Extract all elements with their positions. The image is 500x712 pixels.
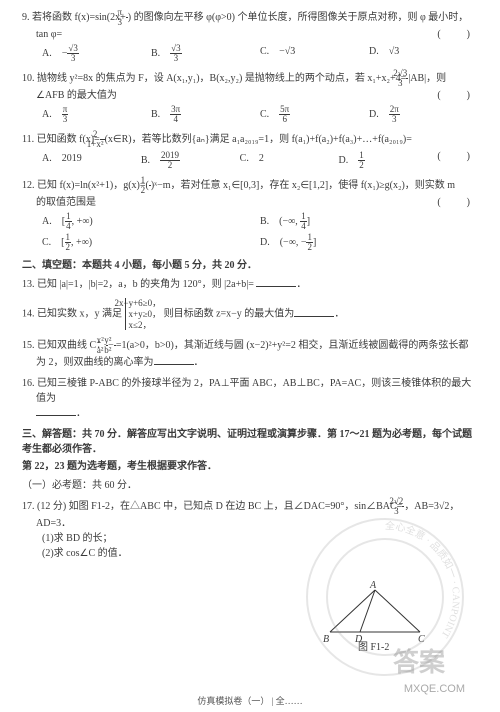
fig-caption: 图 F1-2 — [358, 640, 389, 655]
q10-choice-d: D. 2π3 — [369, 105, 478, 124]
q9-choice-b: B. √33 — [151, 44, 260, 63]
section-2-heading: 二、填空题：本题共 4 小题，每小题 5 分，共 20 分． — [22, 258, 478, 273]
figure-f1-2: A B D C 图 F1-2 — [320, 582, 430, 652]
q10-line2-row: ∠AFB 的最大值为 ( ) — [22, 88, 478, 103]
q16-num: 16. — [22, 378, 35, 389]
q9-choices: A. −√33 B. √33 C. −√3 D. √3 — [22, 44, 478, 63]
q14-text-a: 已知实数 x，y 满足 — [37, 309, 122, 320]
question-14: 14. 已知实数 x，y 满足 2x−y+6≥0， x+y≥0， x≤2， 则目… — [22, 298, 478, 330]
q9-num: 9. — [22, 12, 30, 23]
q9-stem: 9. 若将函数 f(x)=sin(2x+π3) 的图像向左平移 φ(φ>0) 个… — [22, 8, 478, 27]
q17-num: 17. — [22, 501, 35, 512]
question-10: 10. 抛物线 y²=8x 的焦点为 F，设 A(x₁,y₁)，B(x₂,y₂)… — [22, 69, 478, 124]
section-3-heading-a: 三、解答题：共 70 分．解答应写出文字说明、证明过程或演算步骤．第 17～21… — [22, 427, 478, 457]
fig-label-A: A — [370, 578, 376, 593]
q10-choice-a: A. π3 — [42, 105, 151, 124]
q12-paren: ( ) — [437, 195, 478, 210]
q10-num: 10. — [22, 73, 35, 84]
question-11: 11. 已知函数 f(x)=21+x²(x∈R)，若等比数列{aₙ}满足 a₁a… — [22, 130, 478, 170]
q12-choices-1: A. [14, +∞) B. (−∞, 14] — [22, 212, 478, 231]
q15-line2: 为 2，则双曲线的离心率为 — [36, 357, 154, 368]
q11-stem: 11. 已知函数 f(x)=21+x²(x∈R)，若等比数列{aₙ}满足 a₁a… — [22, 130, 478, 149]
q17-part2: (2)求 cos∠C 的值． — [22, 546, 478, 561]
question-13: 13. 已知 |a|=1，|b|=2，a，b 的夹角为 120°，则 |2a+b… — [22, 277, 478, 292]
q12-stem: 12. 已知 f(x)=ln(x²+1)，g(x)=(12)ˣ−m，若对任意 x… — [22, 176, 478, 195]
q12-choice-a: A. [14, +∞) — [42, 212, 260, 231]
fig-label-B: B — [323, 632, 329, 647]
q15-text-a: 已知双曲线 C： — [37, 340, 106, 351]
blank-14 — [294, 307, 334, 317]
q12-choice-b: B. (−∞, 14] — [260, 212, 478, 231]
q10-paren: ( ) — [437, 88, 478, 103]
q10-choices: A. π3 B. 3π4 C. 5π6 D. 2π3 — [22, 105, 478, 124]
q11-choice-c: C. 2 — [240, 151, 339, 170]
q11-num: 11. — [22, 134, 34, 145]
q11-choice-b: B. 20192 — [141, 151, 240, 170]
question-12: 12. 已知 f(x)=ln(x²+1)，g(x)=(12)ˣ−m，若对任意 x… — [22, 176, 478, 252]
question-17: 17. (12 分) 如图 F1-2，在△ABC 中，已知点 D 在边 BC 上… — [22, 497, 478, 561]
q16-text: 已知三棱锥 P-ABC 的外接球半径为 2，PA⊥平面 ABC，AB⊥BC，PA… — [36, 378, 471, 404]
q13-text: 已知 |a|=1，|b|=2，a，b 的夹角为 120°，则 |2a+b|= — [37, 279, 256, 290]
blank-16 — [36, 406, 76, 416]
q12-choice-d: D. (−∞, −12] — [260, 233, 478, 252]
q9-choice-a: A. −√33 — [42, 44, 151, 63]
q12-num: 12. — [22, 180, 35, 191]
q14-num: 14. — [22, 309, 35, 320]
q13-num: 13. — [22, 279, 35, 290]
q9-line2: tan φ= — [36, 29, 62, 40]
q11-choice-d: D. 12 — [338, 151, 437, 170]
q9-paren: ( ) — [437, 27, 478, 42]
q14-cases: 2x−y+6≥0， x+y≥0， x≤2， — [125, 298, 162, 330]
section-3-heading-c: （一）必考题：共 60 分． — [22, 478, 478, 493]
page-footer: 仿真模拟卷（一） | 全…… — [0, 695, 500, 709]
q15-text-b: =1(a>0，b>0)，其渐近线与圆 (x−2)²+y²=2 相交，且渐近线被圆… — [116, 340, 469, 351]
q9-choice-d: D. √3 — [369, 44, 478, 63]
q11-choices: A. 2019 B. 20192 C. 2 D. 12 — [22, 151, 437, 170]
q17-text-a: (12 分) 如图 F1-2，在△ABC 中，已知点 D 在边 BC 上，且∠D… — [37, 501, 402, 512]
q10-choice-b: B. 3π4 — [151, 105, 260, 124]
watermark-center: 答案 — [393, 643, 445, 682]
q9-choice-c: C. −√3 — [260, 44, 369, 63]
q11-choice-a: A. 2019 — [42, 151, 141, 170]
question-9: 9. 若将函数 f(x)=sin(2x+π3) 的图像向左平移 φ(φ>0) 个… — [22, 8, 478, 63]
q15-num: 15. — [22, 340, 35, 351]
q12-line2: 的取值范围是 — [36, 197, 96, 208]
q12-choice-c: C. [12, +∞) — [42, 233, 260, 252]
q11-paren: ( ) — [437, 149, 478, 164]
blank-13 — [256, 277, 296, 287]
q10-stem: 10. 抛物线 y²=8x 的焦点为 F，设 A(x₁,y₁)，B(x₂,y₂)… — [22, 69, 478, 88]
q12-choices-2: C. [12, +∞) D. (−∞, −12] — [22, 233, 478, 252]
question-15: 15. 已知双曲线 C：x²a²−y²b²=1(a>0，b>0)，其渐近线与圆 … — [22, 336, 478, 370]
q9-line2-row: tan φ= ( ) — [22, 27, 478, 42]
q10-choice-c: C. 5π6 — [260, 105, 369, 124]
q12-line2-row: 的取值范围是 ( ) — [22, 195, 478, 210]
question-16: 16. 已知三棱锥 P-ABC 的外接球半径为 2，PA⊥平面 ABC，AB⊥B… — [22, 376, 478, 421]
section-3-heading-b: 第 22，23 题为选考题，考生根据要求作答． — [22, 459, 478, 474]
q14-text-b: 则目标函数 z=x−y 的最大值为 — [164, 309, 295, 320]
q10-line2: ∠AFB 的最大值为 — [36, 90, 117, 101]
q17-part1: (1)求 BD 的长； — [22, 531, 478, 546]
blank-15 — [154, 355, 194, 365]
